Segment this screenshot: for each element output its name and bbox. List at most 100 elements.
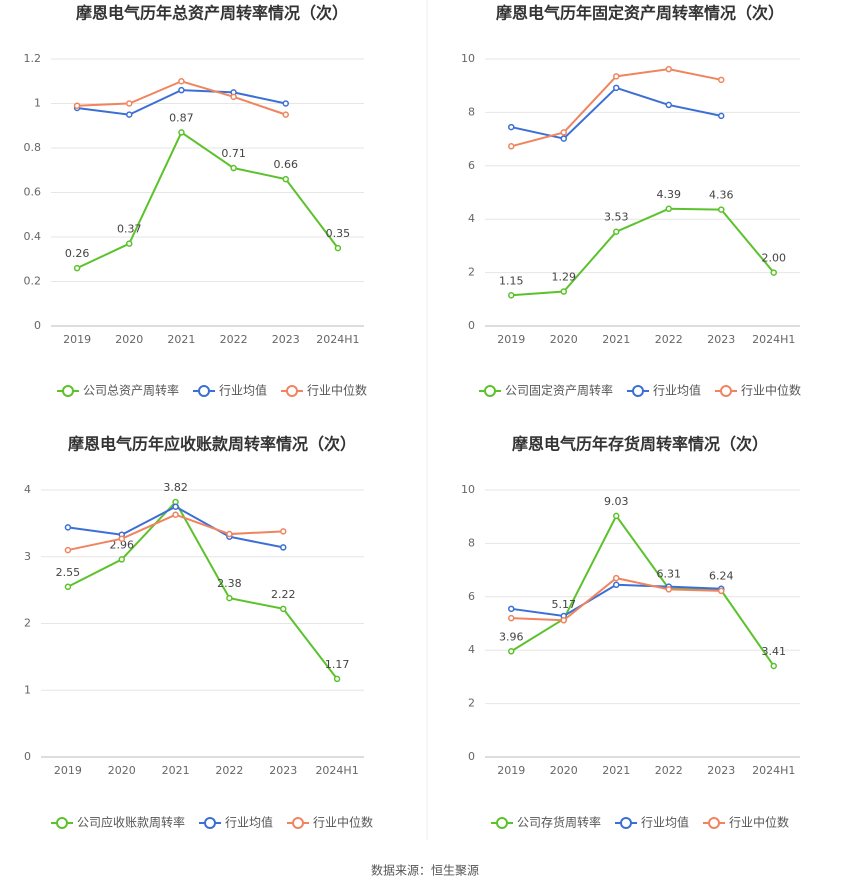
legend-label: 行业均值 (641, 815, 689, 830)
x-tick-label: 2021 (602, 333, 630, 346)
point (718, 76, 725, 84)
x-tick-label: 2023 (707, 333, 735, 346)
data-label: 2.38 (217, 577, 242, 590)
point (178, 78, 185, 85)
legend-label: 行业均值 (653, 383, 701, 398)
x-tick-label: 2021 (167, 333, 195, 346)
x-tick-label: 2020 (550, 333, 578, 346)
legend-label: 公司存货周转率 (517, 815, 601, 830)
point (280, 605, 287, 613)
y-tick-label: 10 (461, 483, 475, 496)
data-label: 2.55 (56, 566, 81, 579)
x-tick-label: 2022 (220, 333, 248, 346)
point (64, 546, 72, 554)
point (613, 581, 620, 589)
point (718, 206, 725, 213)
y-tick-label: 2 (468, 697, 475, 710)
series-line (67, 500, 338, 680)
data-label: 6.31 (657, 568, 682, 581)
y-tick-label: 2 (468, 266, 475, 279)
y-tick-label: 0 (24, 750, 31, 763)
point (613, 228, 620, 235)
data-label: 6.24 (709, 569, 734, 582)
y-tick-label: 8 (468, 105, 475, 118)
point (613, 73, 620, 80)
legend-label: 行业中位数 (307, 383, 367, 398)
data-label: 4.39 (657, 188, 682, 201)
legend-label: 行业均值 (225, 815, 273, 830)
point (770, 269, 777, 276)
x-tick-label: 2023 (707, 764, 735, 777)
point (560, 135, 567, 142)
data-label: 5.17 (552, 598, 577, 611)
data-label: 1.29 (552, 271, 577, 284)
point (178, 86, 185, 94)
legend-label: 行业均值 (219, 383, 267, 398)
y-tick-label: 4 (24, 483, 31, 496)
point (560, 617, 567, 624)
data-label: 0.26 (65, 247, 90, 260)
point (172, 503, 179, 510)
point (508, 143, 515, 150)
series-line (511, 86, 722, 140)
legend-label: 行业中位数 (313, 815, 373, 830)
x-tick-label: 2019 (63, 333, 91, 346)
legend-marker (496, 817, 508, 829)
point (118, 556, 125, 563)
x-tick-label: 2019 (497, 333, 525, 346)
x-tick-label: 2023 (272, 333, 300, 346)
x-tick-label: 2022 (655, 333, 683, 346)
series-line (510, 513, 775, 667)
point (665, 586, 672, 593)
point (560, 288, 567, 295)
x-tick-label: 2019 (54, 764, 82, 777)
point (282, 175, 289, 183)
data-label: 2.00 (762, 252, 787, 265)
data-label: 4.36 (709, 189, 734, 202)
data-label: 3.53 (604, 211, 629, 224)
point (178, 129, 185, 136)
point (718, 587, 725, 595)
legend-marker (632, 385, 644, 397)
legend-marker (62, 385, 74, 397)
data-label: 2.22 (271, 588, 296, 601)
y-tick-label: 3 (24, 550, 31, 563)
y-tick-label: 0 (468, 750, 475, 763)
point (508, 605, 515, 613)
legend-label: 行业中位数 (729, 815, 789, 830)
point (73, 102, 81, 109)
data-label: 3.96 (499, 630, 524, 643)
point (508, 648, 515, 655)
point (508, 614, 515, 622)
point (118, 535, 125, 542)
y-tick-label: 1 (24, 683, 31, 696)
y-tick-label: 8 (468, 536, 475, 549)
y-tick-label: 0.2 (24, 275, 42, 288)
x-tick-label: 2021 (162, 764, 190, 777)
point (64, 524, 72, 531)
x-tick-label: 2020 (108, 764, 136, 777)
point (665, 65, 672, 73)
data-label: 1.15 (499, 274, 524, 287)
chart-title: 摩恩电气历年存货周转率情况（次） (512, 435, 768, 454)
point (126, 240, 133, 247)
legend-marker (56, 817, 68, 829)
x-tick-label: 2024H1 (752, 764, 795, 777)
y-tick-label: 0 (34, 319, 41, 332)
data-label: 9.03 (604, 495, 629, 508)
point (665, 101, 672, 109)
y-tick-label: 6 (468, 159, 475, 172)
point (613, 574, 620, 582)
legend-marker (620, 817, 632, 829)
point (333, 675, 341, 683)
point (282, 100, 289, 107)
legend-label: 公司应收账款周转率 (77, 815, 185, 830)
legend-marker (204, 817, 216, 829)
legend-marker (708, 817, 720, 829)
point (508, 292, 515, 299)
x-tick-label: 2020 (550, 764, 578, 777)
y-tick-label: 0 (468, 319, 475, 332)
series-line (76, 130, 339, 270)
data-label: 2.96 (110, 538, 135, 551)
